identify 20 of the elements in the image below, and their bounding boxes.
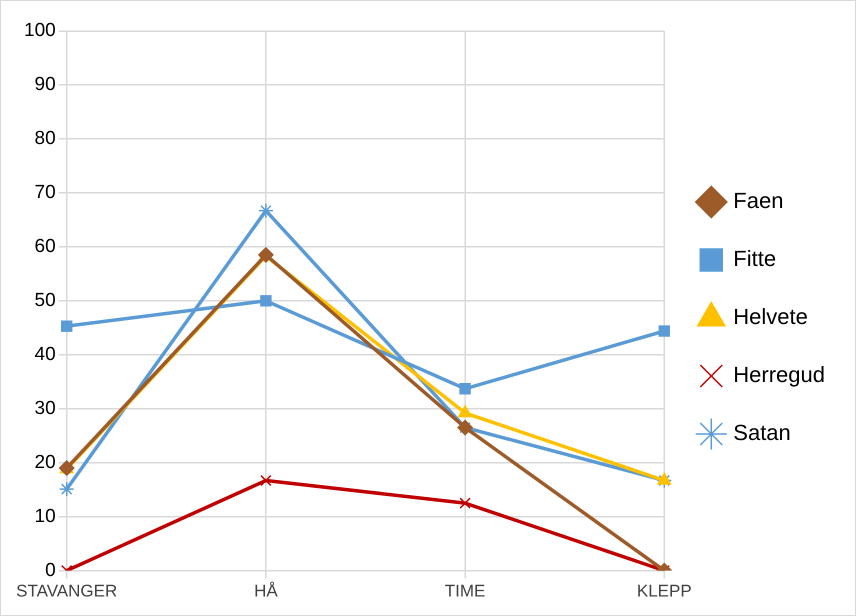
y-tick-label: 40	[34, 344, 56, 365]
y-tick-label: 90	[34, 74, 56, 96]
legend-label: Helvete	[733, 304, 808, 330]
y-tick-label: 50	[34, 290, 56, 312]
x-tick-label: HÅ	[254, 581, 278, 600]
y-tick-label: 0	[45, 560, 56, 581]
y-tick-label: 80	[34, 128, 56, 150]
legend-label: Fitte	[733, 246, 776, 272]
x-tick-label: TIME	[444, 581, 486, 600]
y-tick-label: 10	[34, 506, 56, 527]
legend-label: Faen	[733, 188, 784, 214]
legend-label: Herregud	[733, 362, 825, 388]
y-tick-label: 30	[34, 398, 56, 419]
x-tick-label: KLEPP	[636, 581, 692, 600]
y-tick-label: 20	[34, 452, 56, 473]
legend-label: Satan	[733, 420, 791, 446]
y-tick-label: 100	[24, 20, 56, 42]
x-tick-label: STAVANGER	[16, 581, 118, 600]
y-tick-label: 70	[34, 182, 56, 204]
y-tick-label: 60	[34, 236, 56, 258]
